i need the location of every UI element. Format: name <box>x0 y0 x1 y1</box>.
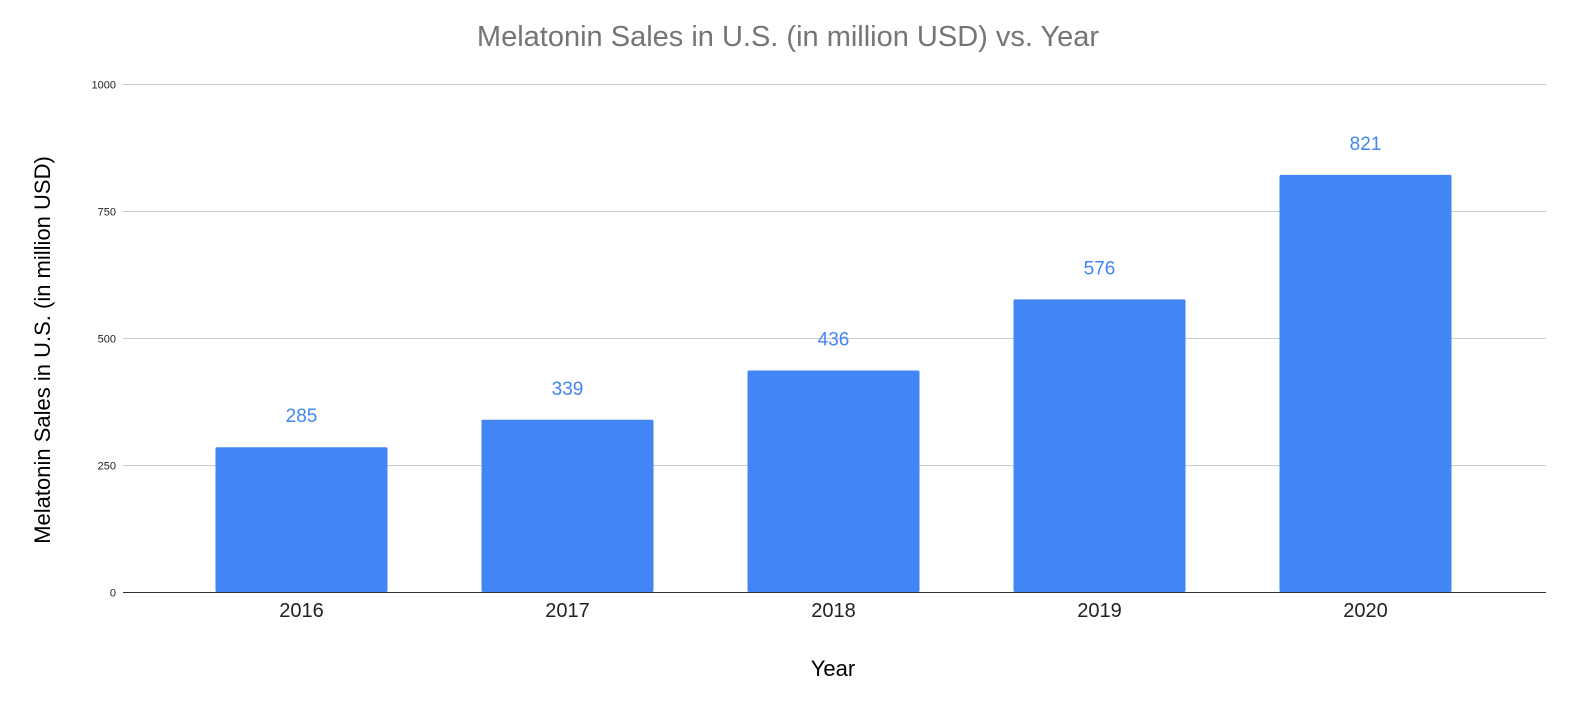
y-tick-label: 0 <box>110 588 116 600</box>
bars <box>215 174 1452 592</box>
data-label: 285 <box>286 406 318 427</box>
data-label: 436 <box>818 330 850 351</box>
y-tick-label: 250 <box>98 461 116 473</box>
data-label: 821 <box>1350 134 1382 155</box>
y-axis-title: Melatonin Sales in U.S. (in million USD) <box>30 156 55 544</box>
chart-title: Melatonin Sales in U.S. (in million USD)… <box>477 21 1099 53</box>
bar-2020 <box>1279 174 1452 592</box>
x-tick-label: 2016 <box>279 600 324 622</box>
x-tick-label: 2017 <box>545 600 590 622</box>
bar-2016 <box>215 447 388 592</box>
data-labels: 285 339 436 576 821 <box>286 134 1382 427</box>
bar-2019 <box>1013 299 1186 592</box>
x-axis-ticks: 2016 2017 2018 2019 2020 <box>279 600 1388 622</box>
x-tick-label: 2018 <box>811 600 856 622</box>
data-label: 576 <box>1084 258 1116 279</box>
x-tick-label: 2020 <box>1343 600 1388 622</box>
bar-2018 <box>747 370 920 592</box>
y-axis-ticks: 0 250 500 750 1000 <box>92 80 116 600</box>
data-label: 339 <box>552 379 584 400</box>
bar-2017 <box>481 419 654 592</box>
y-tick-label: 500 <box>98 334 116 346</box>
x-tick-label: 2019 <box>1077 600 1122 622</box>
y-tick-label: 1000 <box>92 80 116 92</box>
y-tick-label: 750 <box>98 207 116 219</box>
x-axis-title: Year <box>811 656 855 681</box>
